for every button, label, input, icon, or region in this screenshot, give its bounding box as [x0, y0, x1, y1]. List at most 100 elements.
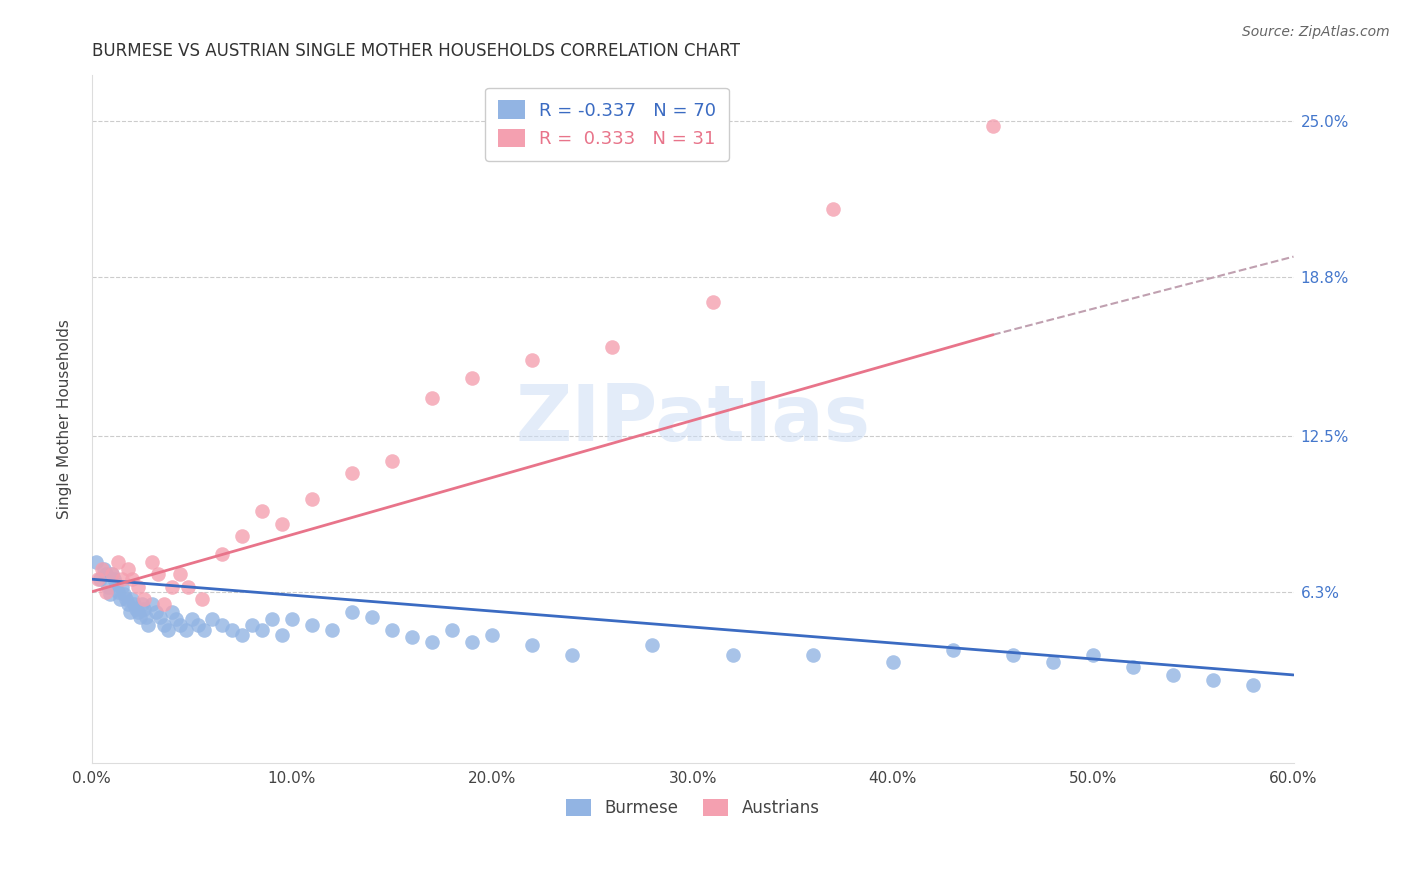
Point [125, 602, 148, 616]
Point [211, 547, 233, 561]
Point [141, 555, 163, 569]
Point [94, 584, 117, 599]
Point [1202, 673, 1225, 687]
Point [174, 623, 197, 637]
Point [121, 592, 143, 607]
Point [84, 555, 107, 569]
Point [250, 623, 273, 637]
Point [112, 587, 135, 601]
Point [271, 627, 294, 641]
Point [117, 598, 139, 612]
Point [177, 580, 200, 594]
Point [301, 491, 323, 506]
Point [1042, 656, 1064, 670]
Point [156, 623, 179, 637]
Point [271, 516, 294, 531]
Point [141, 598, 163, 612]
Point [1241, 678, 1264, 692]
Point [160, 580, 183, 594]
Point [127, 605, 149, 619]
Point [340, 467, 363, 481]
Point [94, 567, 117, 582]
Point [301, 617, 323, 632]
Point [152, 598, 174, 612]
Point [250, 504, 273, 518]
Point [128, 610, 150, 624]
Point [145, 605, 167, 619]
Point [165, 613, 187, 627]
Point [561, 648, 583, 662]
Point [522, 638, 544, 652]
Point [107, 584, 129, 599]
Point [136, 617, 159, 632]
Point [821, 202, 844, 216]
Point [381, 623, 404, 637]
Point [221, 623, 243, 637]
Point [100, 567, 122, 582]
Point [107, 555, 129, 569]
Point [801, 648, 824, 662]
Point [86, 572, 108, 586]
Point [180, 613, 202, 627]
Point [942, 642, 965, 657]
Point [481, 627, 503, 641]
Point [1163, 668, 1185, 682]
Point [127, 580, 149, 594]
Point [211, 617, 233, 632]
Point [131, 598, 153, 612]
Point [981, 119, 1004, 133]
Point [114, 592, 136, 607]
Y-axis label: Single Mother Households: Single Mother Households [58, 319, 72, 519]
Point [420, 635, 443, 649]
Point [132, 592, 155, 607]
Point [98, 587, 121, 601]
Point [522, 353, 544, 368]
Point [1122, 660, 1144, 674]
Point [641, 638, 664, 652]
Point [420, 391, 443, 405]
Point [231, 529, 253, 543]
Point [401, 630, 423, 644]
Point [93, 562, 115, 576]
Point [702, 295, 724, 310]
Point [240, 617, 263, 632]
Point [231, 627, 253, 641]
Point [193, 623, 215, 637]
Point [132, 602, 155, 616]
Point [381, 454, 404, 468]
Point [111, 580, 134, 594]
Point [103, 572, 125, 586]
Point [111, 572, 134, 586]
Point [169, 567, 191, 582]
Point [121, 572, 143, 586]
Point [1002, 648, 1025, 662]
Point [97, 580, 120, 594]
Point [461, 635, 484, 649]
Point [187, 617, 209, 632]
Point [441, 623, 464, 637]
Point [108, 592, 131, 607]
Point [104, 577, 127, 591]
Point [146, 567, 169, 582]
Point [721, 648, 744, 662]
Point [361, 610, 384, 624]
Point [160, 605, 183, 619]
Point [340, 605, 363, 619]
Point [169, 617, 191, 632]
Point [191, 592, 214, 607]
Point [122, 598, 145, 612]
Point [201, 613, 224, 627]
Point [260, 613, 283, 627]
Point [135, 610, 157, 624]
Point [118, 605, 141, 619]
Point [152, 617, 174, 632]
Point [90, 562, 112, 576]
Point [461, 370, 484, 384]
Point [100, 567, 122, 582]
Point [149, 610, 172, 624]
Text: BURMESE VS AUSTRIAN SINGLE MOTHER HOUSEHOLDS CORRELATION CHART: BURMESE VS AUSTRIAN SINGLE MOTHER HOUSEH… [91, 42, 740, 60]
Point [321, 623, 343, 637]
Point [117, 562, 139, 576]
Text: ZIPatlas: ZIPatlas [515, 381, 870, 458]
Point [602, 340, 624, 354]
